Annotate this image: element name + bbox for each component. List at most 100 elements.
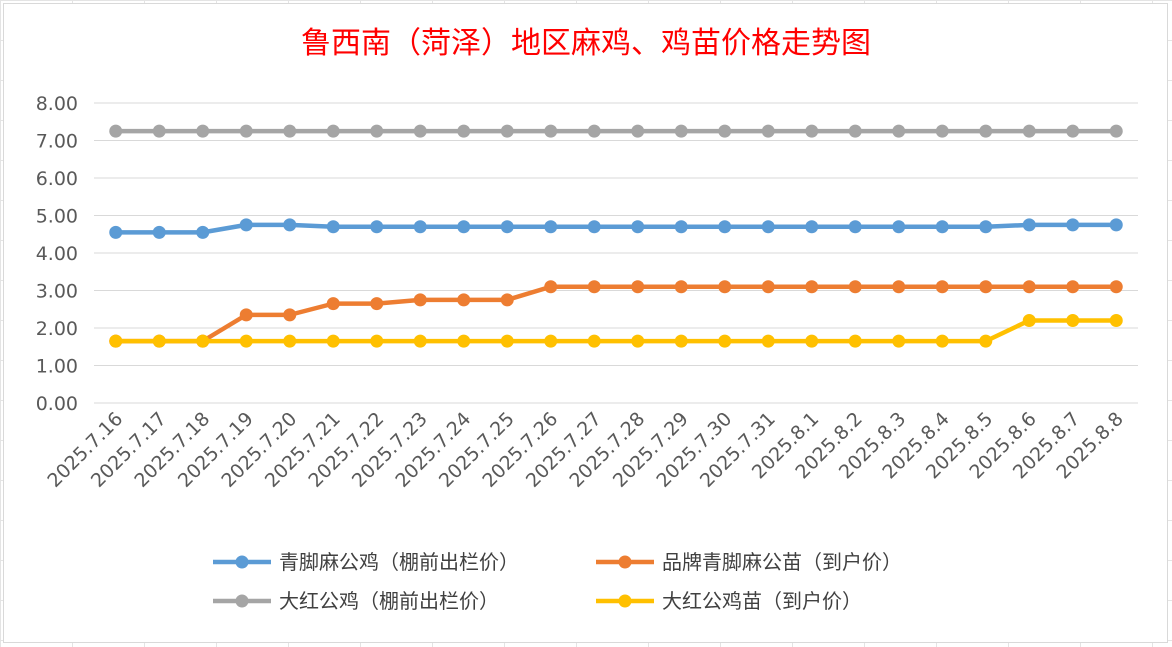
data-point xyxy=(1066,314,1080,327)
legend: 青脚麻公鸡（棚前出栏价） 品牌青脚麻公苗（到户价） 大红公鸡（棚前出栏价） 大红公鸡苗… xyxy=(213,550,902,613)
data-point xyxy=(848,220,862,234)
y-axis-tick-labels: 0.00 1.00 2.00 3.00 4.00 5.00 6.00 7.00 8.00 xyxy=(36,93,78,415)
data-point xyxy=(457,293,471,307)
data-point xyxy=(1022,314,1036,327)
data-point xyxy=(152,225,166,239)
data-point xyxy=(326,220,340,234)
data-point xyxy=(587,220,601,234)
data-point xyxy=(109,225,123,239)
data-point xyxy=(631,334,645,348)
x-axis-tick-labels: 2025.7.162025.7.172025.7.182025.7.192025… xyxy=(43,408,1127,492)
data-point xyxy=(805,334,819,348)
data-point xyxy=(674,124,688,138)
data-point xyxy=(326,334,340,348)
data-point xyxy=(674,280,688,294)
chart-title: 鲁西南（菏泽）地区麻鸡、鸡苗价格走势图 xyxy=(301,26,871,61)
data-point xyxy=(544,220,558,234)
data-point xyxy=(892,220,906,234)
data-point xyxy=(500,220,514,234)
data-point xyxy=(283,308,297,322)
gridlines xyxy=(94,102,1138,404)
data-point xyxy=(718,124,732,138)
data-point xyxy=(283,218,297,232)
y-tick-label: 1.00 xyxy=(36,356,78,378)
data-point xyxy=(761,124,775,138)
data-point xyxy=(935,124,949,138)
data-point xyxy=(979,220,993,234)
data-point xyxy=(587,124,601,138)
data-point xyxy=(848,334,862,348)
data-point xyxy=(761,220,775,234)
data-point xyxy=(1022,218,1036,232)
data-point xyxy=(892,280,906,294)
data-point xyxy=(413,293,427,307)
data-point xyxy=(326,297,340,311)
data-point xyxy=(370,334,384,348)
data-point xyxy=(718,220,732,234)
legend-swatch-marker xyxy=(618,594,632,608)
y-tick-label: 8.00 xyxy=(36,93,78,115)
data-point xyxy=(109,334,123,348)
data-point xyxy=(892,334,906,348)
data-point xyxy=(935,334,949,348)
data-point xyxy=(370,220,384,234)
y-tick-label: 5.00 xyxy=(36,206,78,228)
data-point xyxy=(544,280,558,294)
data-point xyxy=(413,220,427,234)
data-point xyxy=(457,220,471,234)
data-point xyxy=(500,124,514,138)
data-point xyxy=(761,334,775,348)
data-point xyxy=(413,124,427,138)
data-point xyxy=(1109,124,1123,138)
series-3 xyxy=(109,314,1123,348)
data-point xyxy=(979,280,993,294)
data-point xyxy=(239,334,253,348)
series-line xyxy=(113,318,1119,344)
data-point xyxy=(1109,314,1123,327)
data-point xyxy=(239,218,253,232)
data-point xyxy=(674,334,688,348)
data-point xyxy=(587,334,601,348)
data-point xyxy=(457,334,471,348)
legend-label: 青脚麻公鸡（棚前出栏价） xyxy=(279,550,519,574)
data-point xyxy=(283,334,297,348)
legend-swatch-marker xyxy=(618,555,632,569)
data-point xyxy=(152,334,166,348)
data-point xyxy=(892,124,906,138)
data-point xyxy=(718,280,732,294)
data-point xyxy=(674,220,688,234)
data-point xyxy=(283,124,297,138)
data-point xyxy=(805,280,819,294)
y-tick-label: 7.00 xyxy=(36,131,78,153)
data-point xyxy=(935,220,949,234)
data-point xyxy=(761,280,775,294)
legend-label: 大红公鸡苗（到户价） xyxy=(662,589,862,613)
data-point xyxy=(196,334,210,348)
data-point xyxy=(935,280,949,294)
legend-swatch-marker xyxy=(235,555,249,569)
y-tick-label: 4.00 xyxy=(36,243,78,265)
data-point xyxy=(631,220,645,234)
data-point xyxy=(544,124,558,138)
data-point xyxy=(979,124,993,138)
legend-entry[interactable]: 品牌青脚麻公苗（到户价） xyxy=(596,550,902,574)
data-point xyxy=(326,124,340,138)
series-layer xyxy=(109,124,1123,348)
data-point xyxy=(979,334,993,348)
legend-swatch-marker xyxy=(235,594,249,608)
series-line xyxy=(113,222,1119,235)
chart-area[interactable] xyxy=(3,3,1168,643)
data-point xyxy=(848,280,862,294)
data-point xyxy=(1022,280,1036,294)
legend-entry[interactable]: 大红公鸡苗（到户价） xyxy=(596,589,862,613)
data-point xyxy=(1109,218,1123,232)
legend-entry[interactable]: 青脚麻公鸡（棚前出栏价） xyxy=(213,550,519,574)
y-tick-label: 0.00 xyxy=(36,393,78,415)
data-point xyxy=(587,280,601,294)
legend-label: 大红公鸡（棚前出栏价） xyxy=(279,589,499,613)
legend-entry[interactable]: 大红公鸡（棚前出栏价） xyxy=(213,589,499,613)
series-line xyxy=(113,284,1119,344)
data-point xyxy=(805,124,819,138)
data-point xyxy=(631,124,645,138)
